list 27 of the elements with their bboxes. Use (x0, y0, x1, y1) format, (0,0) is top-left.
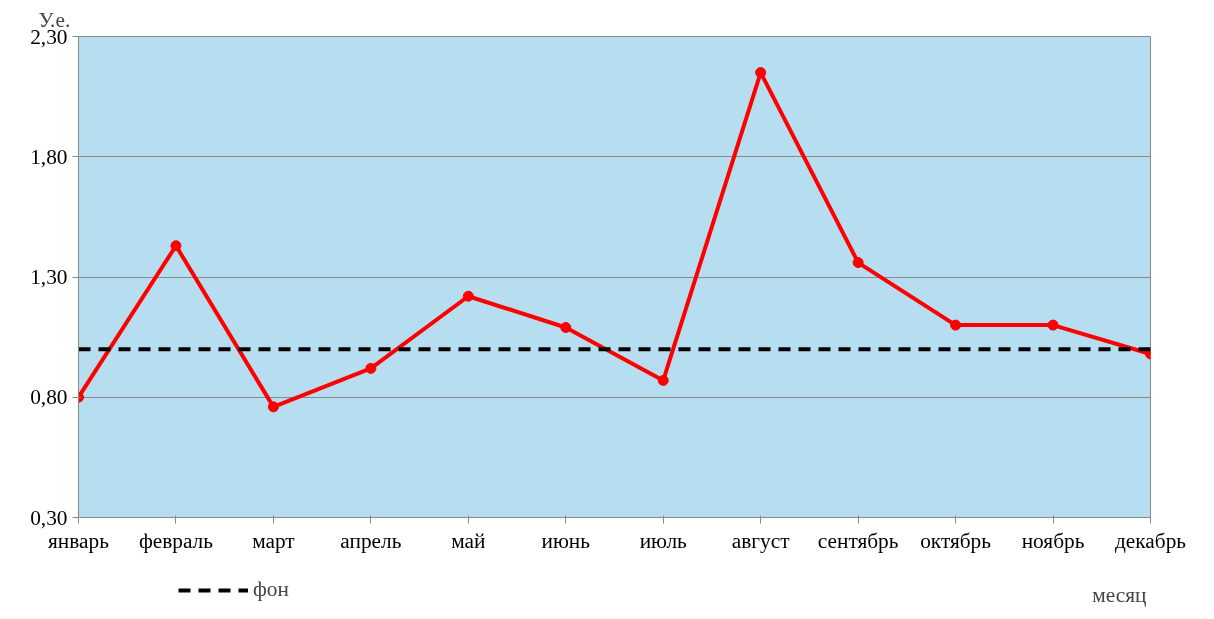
point (560, 322, 572, 333)
x-tick-label: сентябрь (817, 528, 899, 553)
legend-label: фон (253, 577, 289, 602)
point (1047, 319, 1059, 331)
point (267, 401, 279, 413)
point (170, 240, 182, 252)
x-tick-label: август (731, 528, 791, 553)
x-tick-label: март (252, 528, 296, 553)
x-tick-label: апрель (340, 528, 402, 553)
x-tick-label: февраль (138, 528, 214, 553)
x-tick-label: ноябрь (1021, 528, 1085, 553)
x-axis-title: месяц (1092, 582, 1147, 607)
x-tick-label: январь (48, 528, 110, 553)
y-tick-label: 1,80 (30, 144, 68, 169)
point (365, 362, 377, 374)
y-tick-label: 1,30 (30, 265, 68, 289)
point (657, 374, 669, 386)
x-tick-label: июль (639, 528, 688, 553)
x-tick-label: май (451, 528, 486, 553)
y-tick-label: 0,80 (30, 385, 68, 410)
y-tick-label: 0,30 (30, 505, 68, 530)
point (852, 257, 864, 269)
x-tick-label: октябрь (920, 528, 992, 553)
x-tick-label: июнь (541, 528, 591, 553)
point (950, 319, 962, 331)
x-tick-label: декабрь (1114, 528, 1187, 553)
point (462, 290, 474, 302)
